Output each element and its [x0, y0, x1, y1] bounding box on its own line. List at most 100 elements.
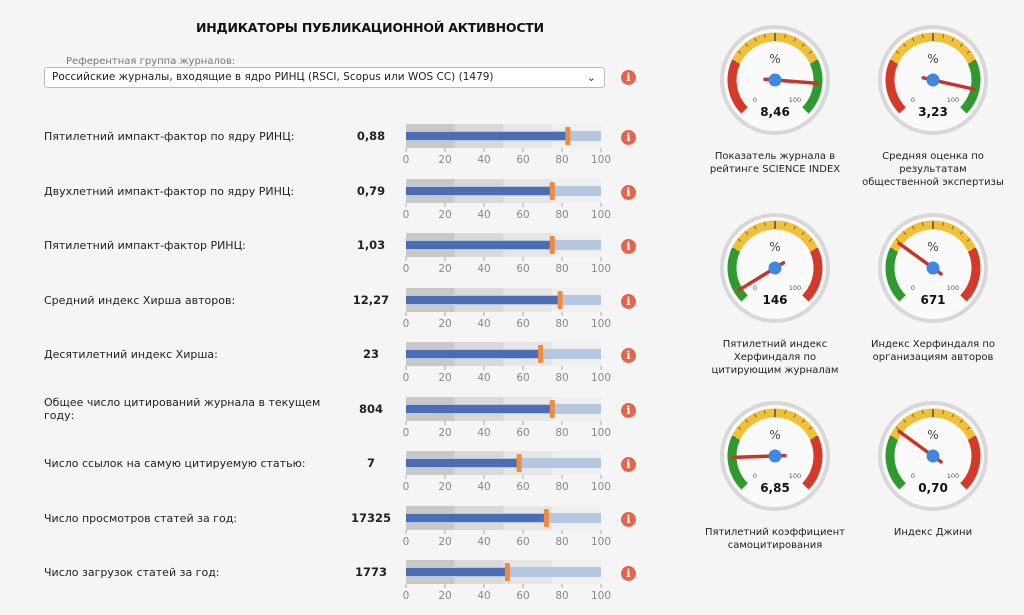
bullet-marker	[549, 236, 555, 254]
bullet-tick-label: 40	[477, 536, 490, 548]
gauge-tick	[942, 34, 944, 39]
bullet-tick-label: 40	[477, 590, 490, 602]
bullet-tick-label: 40	[477, 427, 490, 439]
bullet-tick-label: 100	[591, 318, 611, 330]
gauge-unit-label: %	[927, 240, 938, 254]
bullet-tick-label: 0	[403, 590, 410, 602]
info-icon[interactable]: i	[621, 511, 636, 527]
gauge-unit-label: %	[769, 240, 780, 254]
bullet-bar	[406, 350, 539, 358]
bullet-tick-label: 80	[555, 427, 568, 439]
bullet-tick-label: 80	[555, 154, 568, 166]
gauge-caption-line: самоцитирования	[727, 540, 823, 551]
bullet-tick-label: 40	[477, 372, 490, 384]
gauge-tick	[764, 410, 766, 415]
gauge-band	[802, 435, 823, 490]
bullet-marker	[538, 345, 544, 363]
bullet-tick-label: 0	[403, 154, 410, 166]
bullet-chart: 0 20 40 60 80 100	[403, 396, 611, 439]
bullet-tick-label: 20	[438, 263, 451, 275]
gauge-min-label: 0	[753, 472, 757, 480]
bullet-tick-label: 80	[555, 318, 568, 330]
gauge-tick	[813, 59, 818, 63]
gauge-hub	[768, 261, 782, 275]
info-icon[interactable]: i	[621, 402, 636, 418]
bullet-tick-label: 80	[555, 481, 568, 493]
bullet-chart: 0 20 40 60 80 100	[403, 560, 611, 602]
gauge-tick	[754, 413, 757, 418]
gauge-tick	[922, 410, 924, 415]
info-icon[interactable]: i	[621, 70, 636, 85]
gauge-tick	[922, 34, 924, 39]
bullet-tick-label: 60	[516, 481, 529, 493]
bullet-tick-label: 20	[438, 318, 451, 330]
gauge-tick	[959, 43, 963, 47]
bullet-tick-label: 40	[477, 209, 490, 221]
bullet-marker	[504, 563, 510, 581]
indicator-value: 0,88	[356, 129, 386, 143]
gauge-tick	[890, 247, 895, 251]
bullet-tick-label: 80	[555, 209, 568, 221]
info-icon[interactable]: i	[621, 348, 636, 363]
bullet-tick-label: 0	[403, 481, 410, 493]
gauge-tick	[971, 59, 976, 63]
gauge-tick	[966, 426, 971, 430]
gauge-caption-line: цитирующим журналам	[711, 365, 839, 376]
gauge-caption: Показатель журнала в рейтинге SCIENCE IND…	[700, 150, 850, 176]
gauge-tick	[971, 247, 976, 251]
gauge-unit-label: %	[769, 52, 780, 66]
reference-group-selected: Российские журналы, входящие в ядро РИНЦ…	[52, 71, 494, 83]
bullet-tick-label: 40	[477, 318, 490, 330]
indicator-value: 23	[362, 347, 379, 361]
bullet-tick-label: 80	[555, 536, 568, 548]
bullet-tick-label: 60	[516, 536, 529, 548]
bullet-tick-label: 80	[555, 263, 568, 275]
bullet-chart: 0 20 40 60 80 100	[403, 124, 611, 166]
bullet-tick-label: 60	[516, 372, 529, 384]
bullet-tick-label: 20	[438, 154, 451, 166]
bullet-tick-label: 60	[516, 590, 529, 602]
indicator-label: Число загрузок статей за год:	[44, 566, 220, 579]
gauge-caption: Пятилетний коэффициент самоцитирования	[700, 526, 850, 552]
gauge-tick	[737, 238, 742, 242]
indicator-label: Пятилетний импакт-фактор РИНЦ:	[44, 239, 246, 252]
gauge-value: 671	[920, 293, 945, 307]
info-icon[interactable]: i	[621, 293, 636, 309]
gauge-tick	[895, 50, 900, 54]
gauge-caption-line: Индекс Джини	[893, 527, 973, 538]
bullet-tick-label: 80	[555, 590, 568, 602]
gauge-min-label: 0	[911, 472, 915, 480]
indicator-value: 7	[366, 456, 375, 470]
gauge-tick	[903, 43, 907, 47]
gauge-value: 8,46	[760, 105, 790, 119]
bullet-tick-label: 100	[591, 536, 611, 548]
bullet-tick-label: 100	[591, 372, 611, 384]
info-icon[interactable]: i	[621, 239, 636, 254]
gauge-band	[960, 247, 981, 302]
gauge-caption-line: Пятилетний индекс	[722, 339, 828, 350]
info-icon[interactable]: i	[621, 130, 636, 145]
gauge-caption-line: общественной экспертизы	[862, 177, 1004, 188]
info-icon[interactable]: i	[621, 457, 636, 472]
gauge-unit-label: %	[927, 428, 938, 442]
gauge-tick	[951, 413, 954, 418]
bullet-bar	[406, 459, 518, 467]
reference-group-select[interactable]: Российские журналы, входящие в ядро РИНЦ…	[44, 67, 605, 88]
gauge-band	[885, 435, 906, 490]
indicator-label: Число ссылок на самую цитируемую статью:	[44, 457, 306, 470]
gauge-tick	[808, 238, 813, 242]
info-icon[interactable]: i	[621, 566, 636, 581]
gauge-value: 0,70	[918, 481, 948, 495]
gauge-caption: Средняя оценка по результатам общественной…	[858, 150, 1008, 189]
gauge-max-label: 100	[947, 284, 959, 292]
indicator-value: 804	[358, 401, 383, 416]
bullet-tick-label: 60	[516, 209, 529, 221]
bullet-bar	[406, 295, 559, 304]
bullet-tick-label: 20	[438, 372, 451, 384]
info-icon[interactable]: i	[621, 184, 636, 200]
bullet-tick-label: 60	[516, 318, 529, 330]
